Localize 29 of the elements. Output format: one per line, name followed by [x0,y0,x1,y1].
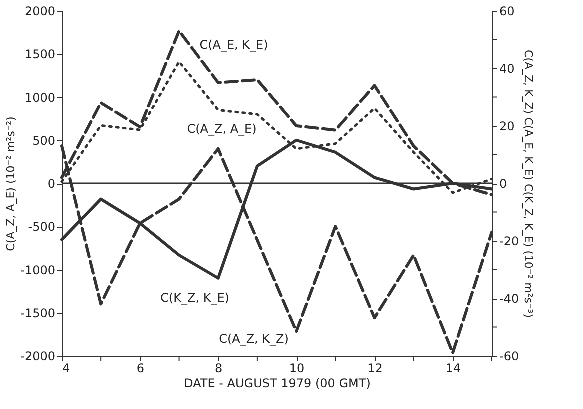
x-tick-label: 8 [215,362,223,376]
x-axis-title: DATE - AUGUST 1979 (00 GMT) [184,376,371,390]
x-tick-label: 10 [289,362,305,376]
y2-tick-label: 20 [500,120,515,134]
y2-tick-label: -60 [500,350,520,364]
y-tick-label: 1000 [24,90,56,105]
annotation: C(A_Z, K_Z) [219,332,289,346]
y-tick-label: -1000 [20,263,56,278]
x-tick-label: 4 [62,362,70,376]
y2-tick-label: -20 [500,234,520,248]
y-tick-label: -500 [28,220,56,234]
y-tick-label: 500 [32,134,56,148]
y-tick-label: -1500 [20,306,56,320]
x-tick-label: 14 [446,362,462,376]
y2-tick-label: 0 [500,177,508,191]
y-tick-label: 0 [48,177,56,191]
annotation: C(A_E, K_E) [200,38,268,52]
x-tick-label: 12 [368,362,383,376]
annotation: C(K_Z, K_E) [160,291,230,305]
y2-tick-label: 60 [500,4,515,18]
annotation: C(A_Z, A_E) [187,122,257,136]
y2-tick-label: 40 [500,62,515,76]
y-tick-label: -2000 [20,350,56,364]
y2-axis-title: C(A_Z, K_Z) C(A_E, K_E) C(K_Z, K_E) (10⁻² m²s⁻³) [522,50,536,318]
y-tick-label: 1500 [24,48,56,62]
x-tick-label: 6 [136,362,144,376]
y-tick-label: 2000 [24,4,56,18]
y-axis-title: C(A_Z, A_E) (10⁻² m²s⁻²) [4,116,18,252]
y2-tick-label: -40 [500,292,520,306]
